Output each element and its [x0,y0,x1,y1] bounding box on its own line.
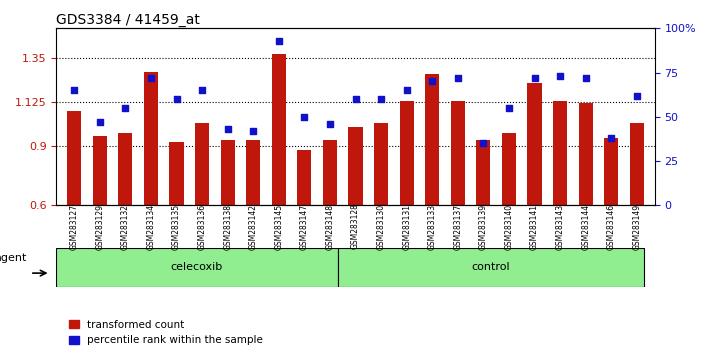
Text: GSM283135: GSM283135 [172,204,181,250]
Bar [297,150,311,205]
Bar [272,54,286,205]
Text: agent: agent [0,253,27,263]
Point [580,75,591,81]
Point [401,87,413,93]
Text: GSM283148: GSM283148 [325,204,334,250]
Point [273,38,284,44]
Text: GSM283146: GSM283146 [607,204,616,250]
Text: GSM283131: GSM283131 [402,204,411,250]
Bar [67,111,81,205]
Bar [604,138,618,205]
Text: GSM283138: GSM283138 [223,204,232,250]
Bar [374,123,388,205]
Point [196,87,208,93]
Point [325,121,336,127]
Point [222,126,233,132]
Text: GSM283149: GSM283149 [632,204,641,250]
Legend: transformed count, percentile rank within the sample: transformed count, percentile rank withi… [68,320,263,345]
Text: GSM283140: GSM283140 [505,204,513,250]
Bar [338,248,644,287]
Text: control: control [472,262,510,272]
Point [171,96,182,102]
Text: GSM283139: GSM283139 [479,204,488,250]
Bar [502,132,516,205]
Point [248,128,259,134]
Bar [118,132,132,205]
Point [631,93,643,98]
Text: GSM283128: GSM283128 [351,204,360,250]
Point [145,75,156,81]
Point [452,75,463,81]
Point [68,87,80,93]
Text: GSM283144: GSM283144 [582,204,590,250]
Text: GSM283127: GSM283127 [70,204,79,250]
Text: GSM283129: GSM283129 [95,204,104,250]
Bar [348,127,363,205]
Text: GSM283143: GSM283143 [555,204,565,250]
Point [120,105,131,111]
Text: GSM283147: GSM283147 [300,204,309,250]
Text: GSM283133: GSM283133 [428,204,436,250]
Bar [553,101,567,205]
Text: GSM283136: GSM283136 [198,204,206,250]
Bar [195,123,209,205]
Bar [477,141,491,205]
Text: GSM283132: GSM283132 [121,204,130,250]
Bar [56,248,338,287]
Bar [144,72,158,205]
Text: GDS3384 / 41459_at: GDS3384 / 41459_at [56,13,200,27]
Point [529,75,540,81]
Point [350,96,361,102]
Text: GSM283134: GSM283134 [146,204,156,250]
Text: GSM283130: GSM283130 [377,204,386,250]
Bar [451,101,465,205]
Bar [630,123,644,205]
Text: GSM283137: GSM283137 [453,204,463,250]
Point [94,119,106,125]
Text: celecoxib: celecoxib [171,262,223,272]
Bar [93,137,107,205]
Bar [527,84,541,205]
Point [427,79,438,84]
Bar [170,142,184,205]
Bar [579,103,593,205]
Text: GSM283142: GSM283142 [249,204,258,250]
Point [375,96,386,102]
Bar [400,101,414,205]
Point [503,105,515,111]
Bar [246,141,260,205]
Text: GSM283141: GSM283141 [530,204,539,250]
Text: GSM283145: GSM283145 [275,204,283,250]
Bar [425,74,439,205]
Point [555,73,566,79]
Bar [220,141,234,205]
Point [605,135,617,141]
Point [478,141,489,146]
Point [298,114,310,120]
Bar [323,141,337,205]
